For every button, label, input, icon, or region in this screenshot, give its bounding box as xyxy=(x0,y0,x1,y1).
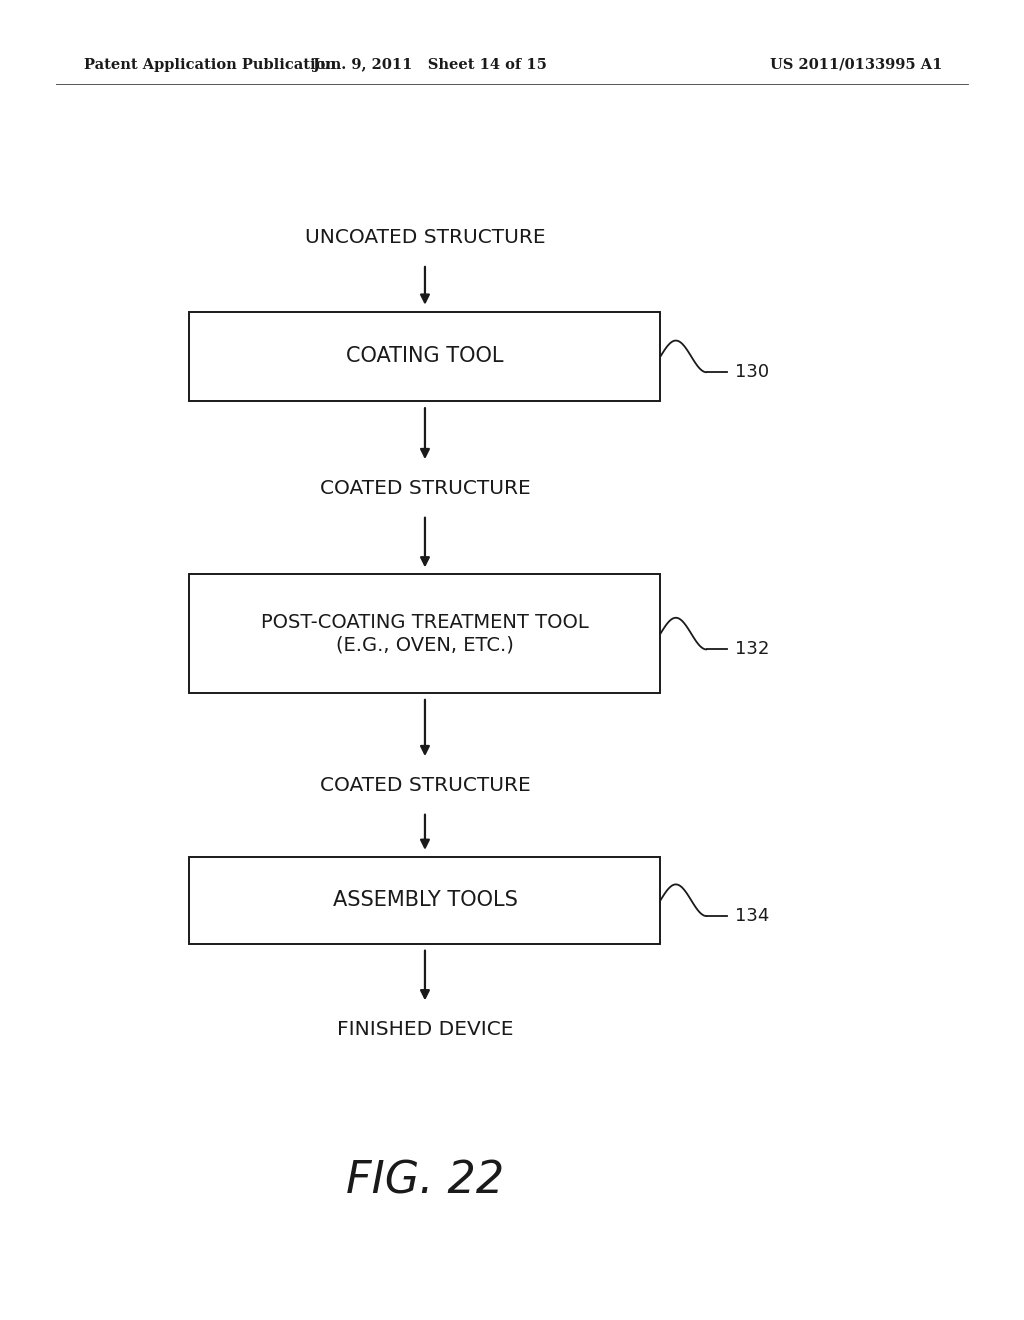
Text: UNCOATED STRUCTURE: UNCOATED STRUCTURE xyxy=(305,228,545,247)
Bar xyxy=(189,312,660,401)
Text: COATING TOOL: COATING TOOL xyxy=(346,346,504,367)
Text: FIG. 22: FIG. 22 xyxy=(346,1160,504,1203)
Text: US 2011/0133995 A1: US 2011/0133995 A1 xyxy=(770,58,942,71)
Text: FINISHED DEVICE: FINISHED DEVICE xyxy=(337,1020,513,1039)
Text: 130: 130 xyxy=(735,363,769,381)
Text: COATED STRUCTURE: COATED STRUCTURE xyxy=(319,776,530,795)
Text: Jun. 9, 2011   Sheet 14 of 15: Jun. 9, 2011 Sheet 14 of 15 xyxy=(313,58,547,71)
Text: ASSEMBLY TOOLS: ASSEMBLY TOOLS xyxy=(333,890,517,911)
Text: 132: 132 xyxy=(735,640,770,659)
Text: COATED STRUCTURE: COATED STRUCTURE xyxy=(319,479,530,498)
Text: POST-COATING TREATMENT TOOL
(E.G., OVEN, ETC.): POST-COATING TREATMENT TOOL (E.G., OVEN,… xyxy=(261,612,589,655)
Text: 134: 134 xyxy=(735,907,770,925)
Text: Patent Application Publication: Patent Application Publication xyxy=(84,58,336,71)
Bar xyxy=(189,574,660,693)
Bar xyxy=(189,857,660,944)
